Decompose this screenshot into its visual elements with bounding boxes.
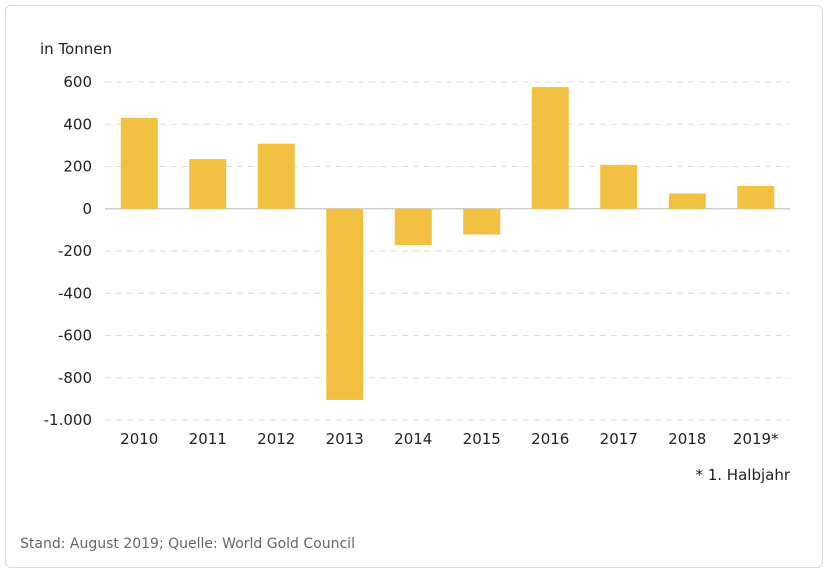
y-tick-label: -600 xyxy=(58,327,92,345)
bar-2013 xyxy=(326,208,364,400)
x-tick-labels: 2010 2011 2012 2013 2014 2015 2016 2017 2018 2019… xyxy=(120,430,779,448)
bar-2018 xyxy=(668,193,706,209)
bar-2016 xyxy=(531,87,569,209)
bar-2012 xyxy=(257,143,295,209)
y-tick-label: -800 xyxy=(58,369,92,387)
x-tick-label: 2019* xyxy=(733,430,779,448)
bars xyxy=(120,87,775,400)
x-tick-label: 2012 xyxy=(257,430,295,448)
x-tick-label: 2018 xyxy=(668,430,706,448)
bar-2011 xyxy=(189,159,227,209)
y-tick-label: 400 xyxy=(63,115,92,133)
y-tick-label: -400 xyxy=(58,284,92,302)
bar-2015 xyxy=(463,208,501,235)
x-tick-label: 2016 xyxy=(531,430,569,448)
bar-2014 xyxy=(394,208,432,246)
y-axis-label: in Tonnen xyxy=(40,40,112,58)
x-tick-label: 2010 xyxy=(120,430,158,448)
source-note: Stand: August 2019; Quelle: World Gold C… xyxy=(20,536,355,552)
x-tick-label: 2013 xyxy=(326,430,364,448)
bar-2010 xyxy=(120,117,158,209)
footnote: * 1. Halbjahr xyxy=(695,466,790,484)
y-tick-label: 0 xyxy=(82,200,92,218)
y-tick-label: 200 xyxy=(63,158,92,176)
x-tick-label: 2017 xyxy=(600,430,638,448)
y-tick-label: -200 xyxy=(58,242,92,260)
chart-card xyxy=(5,5,823,568)
x-tick-label: 2011 xyxy=(189,430,227,448)
bar-2017 xyxy=(600,164,638,209)
y-tick-label: 600 xyxy=(63,73,92,91)
grid-lines xyxy=(105,81,790,421)
x-tick-label: 2014 xyxy=(394,430,432,448)
bar-2019 xyxy=(737,185,775,209)
x-tick-label: 2015 xyxy=(463,430,501,448)
y-tick-label: -1.000 xyxy=(44,411,92,429)
y-tick-labels: 600 400 200 0 -200 -400 -600 -800 -1.000 xyxy=(44,73,92,429)
